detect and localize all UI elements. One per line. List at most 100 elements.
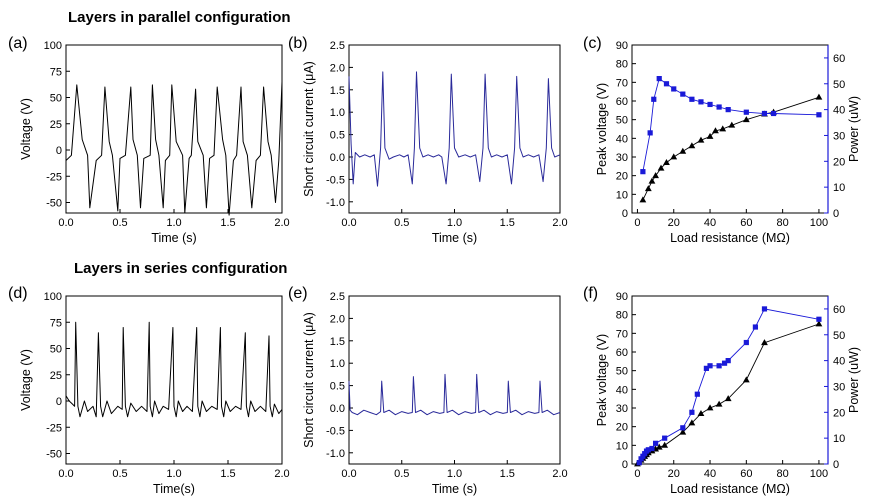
y-tick-label-e: 0.5	[330, 381, 345, 393]
y2-tick-label-c: 0	[833, 208, 839, 220]
y-tick-label-c: 50	[616, 115, 628, 127]
x-tick-label-a: 1.5	[220, 217, 235, 229]
x-tick-label-d: 2.0	[274, 468, 289, 480]
y2-tick-label-f: 40	[833, 356, 845, 368]
square-point-f	[716, 363, 722, 369]
triangle-point-c	[688, 142, 696, 149]
y-tick-label-e: 1.5	[330, 336, 345, 348]
x-tick-label-c: 100	[810, 217, 828, 229]
y2-tick-label-c: 10	[833, 182, 845, 194]
panel-b: (b) 0.0 0.5 1.0 1.5 2.0 -1.0 -0.5 0.0 0.5 1.0 1.5 2.…	[288, 35, 568, 245]
y-tick-label-c: 60	[616, 96, 628, 108]
y-tick-label-f: 30	[616, 403, 628, 415]
x-tick-label-e: 0.5	[394, 468, 409, 480]
y-tick-label-b: 0.0	[330, 152, 345, 164]
y-tick-label-d: 100	[44, 291, 62, 303]
triangle-point-f	[661, 441, 669, 448]
y-tick-label-d: 0	[56, 396, 62, 408]
y-tick-label-c: 30	[616, 152, 628, 164]
y-tick-label-b: 2.0	[330, 62, 345, 74]
square-point-c	[770, 110, 777, 117]
y-tick-label-b: 1.0	[330, 107, 345, 119]
y-tick-label-d: -50	[46, 449, 62, 461]
y-tick-label-a: -50	[46, 198, 62, 210]
square-point-f	[703, 365, 710, 371]
panel-label-c: (c)	[583, 35, 602, 52]
y-axis-label-e: Short circuit current (μA)	[302, 312, 316, 448]
y-tick-label-b: -1.0	[326, 197, 345, 209]
square-point-c	[707, 101, 713, 108]
y2-tick-label-f: 10	[833, 433, 845, 445]
y-tick-label-b: 1.5	[330, 85, 345, 97]
x-tick-label-e: 0.0	[341, 468, 356, 480]
y-tick-label-f: 20	[616, 422, 628, 434]
square-point-f	[680, 425, 686, 431]
y2-tick-label-c: 40	[833, 105, 845, 117]
x-tick-label-f: 20	[668, 468, 680, 480]
y-tick-label-a: 50	[50, 93, 62, 105]
y-tick-label-c: 0	[622, 208, 628, 220]
y-tick-label-a: -25	[46, 171, 62, 183]
triangle-point-c	[663, 159, 670, 165]
plot-frame-c	[631, 44, 829, 214]
y-tick-label-a: 25	[50, 119, 62, 131]
square-point-f	[645, 447, 651, 453]
y-tick-label-e: 2.5	[330, 291, 345, 303]
square-point-f	[652, 440, 659, 446]
square-point-f	[721, 360, 728, 366]
x-axis-label-b: Time (s)	[432, 231, 477, 245]
triangle-point-c	[679, 147, 687, 154]
square-point-f	[725, 358, 731, 364]
square-point-c	[689, 96, 695, 102]
x-tick-label-a: 1.0	[166, 217, 181, 229]
y2-tick-label-c: 30	[833, 130, 845, 142]
square-point-c	[656, 76, 662, 82]
y2-tick-label-f: 30	[833, 381, 845, 393]
x-tick-label-c: 80	[777, 217, 789, 229]
y2-tick-label-c: 60	[833, 53, 845, 65]
triangle-point-c	[657, 164, 665, 171]
square-point-f	[694, 391, 700, 397]
square-point-c	[698, 99, 704, 105]
series-section-title: Layers in series configuration	[74, 260, 287, 277]
square-point-f	[816, 316, 822, 322]
y2-tick-label-c: 20	[833, 156, 845, 168]
y-axis-label-d: Voltage (V)	[19, 349, 33, 411]
y2-tick-label-f: 20	[833, 407, 845, 419]
series-line-d-0	[65, 321, 283, 418]
triangle-point-c	[815, 93, 823, 100]
square-point-f	[743, 339, 749, 346]
y-tick-label-f: 80	[616, 310, 628, 322]
triangle-point-f	[697, 410, 705, 416]
square-point-f	[752, 324, 759, 330]
y-tick-label-d: 75	[50, 317, 62, 329]
y-tick-label-f: 70	[616, 328, 628, 340]
square-point-f	[636, 460, 642, 466]
y-tick-label-f: 90	[616, 291, 628, 303]
triangle-point-c	[639, 196, 647, 203]
x-tick-label-d: 1.5	[220, 468, 235, 480]
y2-tick-label-f: 60	[833, 304, 845, 316]
x-tick-label-e: 1.5	[500, 468, 515, 480]
triangle-point-c	[728, 121, 736, 128]
x-tick-label-b: 1.5	[500, 217, 515, 229]
triangle-point-c	[712, 127, 719, 134]
y-tick-label-b: 2.5	[330, 40, 345, 52]
y2-tick-label-c: 50	[833, 79, 845, 91]
y-tick-label-f: 40	[616, 384, 628, 396]
x-tick-label-d: 0.5	[112, 468, 127, 480]
panel-label-d: (d)	[8, 285, 28, 302]
panel-e: (e) 0.0 0.5 1.0 1.5 2.0 -1.0 -0.5 0.0 0.5 1.0 1.5 2.…	[288, 285, 568, 496]
y-tick-label-d: -25	[46, 422, 62, 434]
y-tick-label-e: 1.0	[330, 358, 345, 370]
y-tick-label-f: 50	[616, 366, 628, 378]
panel-label-f: (f)	[583, 285, 598, 302]
triangle-point-f	[655, 443, 663, 450]
y-tick-label-a: 75	[50, 66, 62, 78]
triangle-point-f	[706, 404, 714, 411]
plot-frame-a	[65, 44, 283, 214]
parallel-section-title: Layers in parallel configuration	[68, 9, 291, 26]
square-point-c	[716, 104, 722, 110]
square-point-c	[743, 109, 749, 115]
plot-frame-e	[348, 295, 561, 465]
